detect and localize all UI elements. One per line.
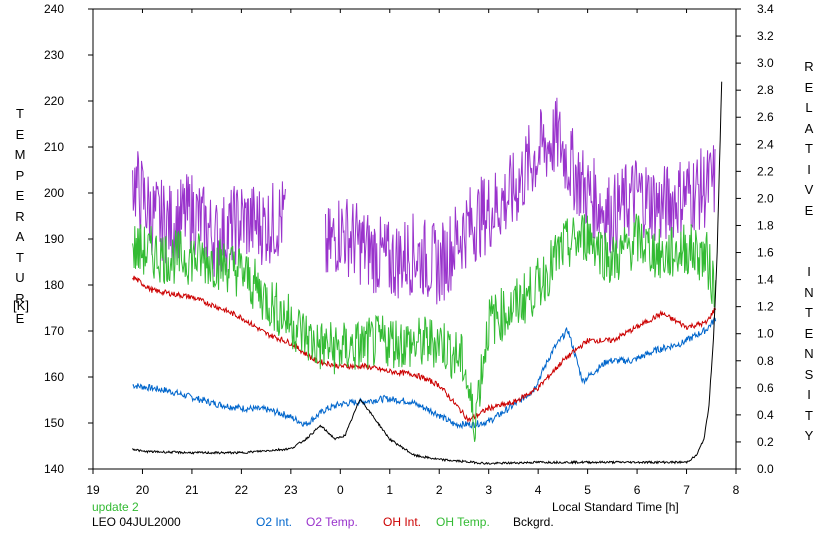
x-tick-label: 6 (634, 483, 641, 497)
axis-label-char: V (804, 182, 814, 197)
x-tick-label: 0 (337, 483, 344, 497)
axis-label-char: E (15, 311, 25, 326)
y-left-tick-label: 170 (44, 324, 64, 338)
station-date-label: LEO 04JUL2000 (92, 515, 181, 529)
x-tick-label: 2 (436, 483, 443, 497)
y-left-tick-label: 160 (44, 370, 64, 384)
axis-label-char: T (16, 106, 24, 121)
axis-label-char: R (15, 290, 25, 306)
series-bckgrd-line (132, 81, 723, 465)
left-axis-unit: [K] (13, 298, 29, 313)
y-left-tick-label: 200 (44, 186, 64, 200)
axis-label-char: I (807, 161, 811, 177)
axis-label-char: L (805, 100, 813, 115)
axis-label-char: U (15, 270, 25, 285)
y-right-tick-label: 1.2 (757, 300, 774, 314)
axis-label-char: E (15, 188, 25, 203)
axis-label-char: I (807, 387, 811, 402)
axis-label-char (799, 242, 819, 263)
y-left-tick-label: 210 (44, 140, 64, 154)
y-right-tick-label: 2.0 (757, 191, 774, 205)
y-right-tick-label: 1.8 (757, 218, 774, 232)
axis-label-char: M (14, 147, 26, 162)
series-oh-int-line (132, 275, 717, 423)
y-right-tick-label: 3.2 (757, 29, 774, 43)
x-axis-label: Local Standard Time [h] (552, 500, 679, 514)
y-right-tick-label: 1.6 (757, 246, 774, 260)
y-left-tick-label: 140 (44, 462, 64, 476)
legend-entry: OH Temp. (436, 515, 490, 529)
legend-entry: O2 Int. (256, 515, 293, 529)
x-tick-label: 23 (284, 483, 298, 497)
y-left-tick-label: 190 (44, 232, 64, 246)
series-o2-int-line (132, 316, 717, 430)
y-right-tick-label: 2.2 (757, 164, 774, 178)
x-tick-label: 21 (185, 483, 199, 497)
axis-label-char: E (804, 79, 814, 95)
axis-label-char: N (804, 346, 814, 361)
x-tick-label: 3 (485, 483, 492, 497)
legend-entry: Bckgrd. (513, 515, 554, 529)
y-right-tick-label: 1.4 (757, 273, 774, 287)
update-label: update 2 (92, 500, 139, 514)
axis-label-char: P (15, 167, 25, 183)
x-tick-label: 22 (235, 483, 249, 497)
axis-label-char: R (15, 208, 25, 224)
y-left-tick-label: 220 (44, 94, 64, 108)
y-right-tick-label: 1.0 (757, 327, 774, 341)
x-tick-label: 19 (86, 483, 100, 497)
axis-label-char: T (805, 141, 813, 156)
y-right-tick-label: 3.4 (757, 2, 774, 16)
y-left-tick-label: 150 (44, 416, 64, 430)
y-right-tick-label: 3.0 (757, 56, 774, 70)
axis-label-char: E (804, 202, 814, 218)
y-left-tick-label: 240 (44, 2, 64, 16)
x-tick-label: 7 (683, 483, 690, 497)
y-right-tick-label: 2.4 (757, 137, 774, 151)
y-right-tick-label: 0.6 (757, 381, 774, 395)
x-tick-label: 1 (386, 483, 393, 497)
y-right-tick-label: 0.0 (757, 462, 774, 476)
axis-label-char: A (15, 229, 25, 244)
axis-label-char: N (804, 284, 814, 300)
legend-entry: OH Int. (383, 515, 422, 529)
y-left-tick-label: 230 (44, 48, 64, 62)
y-right-tick-label: 0.8 (757, 354, 774, 368)
axis-label-char: T (805, 305, 813, 320)
series-oh-temp-line (132, 213, 717, 442)
axis-label-char: R (804, 59, 814, 74)
axis-label-char: S (804, 366, 814, 382)
axis-label-char: Y (804, 428, 814, 443)
axis-label-char: T (16, 249, 24, 265)
series-o2-temp-line (132, 97, 716, 305)
axis-label-char: E (804, 325, 814, 341)
legend-entry: O2 Temp. (306, 515, 358, 529)
x-tick-label: 20 (136, 483, 150, 497)
y-right-tick-label: 0.2 (757, 435, 774, 449)
axis-label-char: A (804, 120, 814, 136)
axis-label-char: E (15, 126, 25, 142)
y-right-tick-label: 2.8 (757, 83, 774, 97)
y-left-tick-label: 180 (44, 278, 64, 292)
y-right-tick-label: 0.4 (757, 408, 774, 422)
x-tick-label: 4 (535, 483, 542, 497)
y-right-tick-label: 2.6 (757, 110, 774, 124)
x-tick-label: 8 (733, 483, 740, 497)
axis-label-char: T (805, 407, 813, 423)
axis-label-char (799, 221, 819, 242)
axis-label-char: I (807, 264, 811, 279)
x-tick-label: 5 (584, 483, 591, 497)
